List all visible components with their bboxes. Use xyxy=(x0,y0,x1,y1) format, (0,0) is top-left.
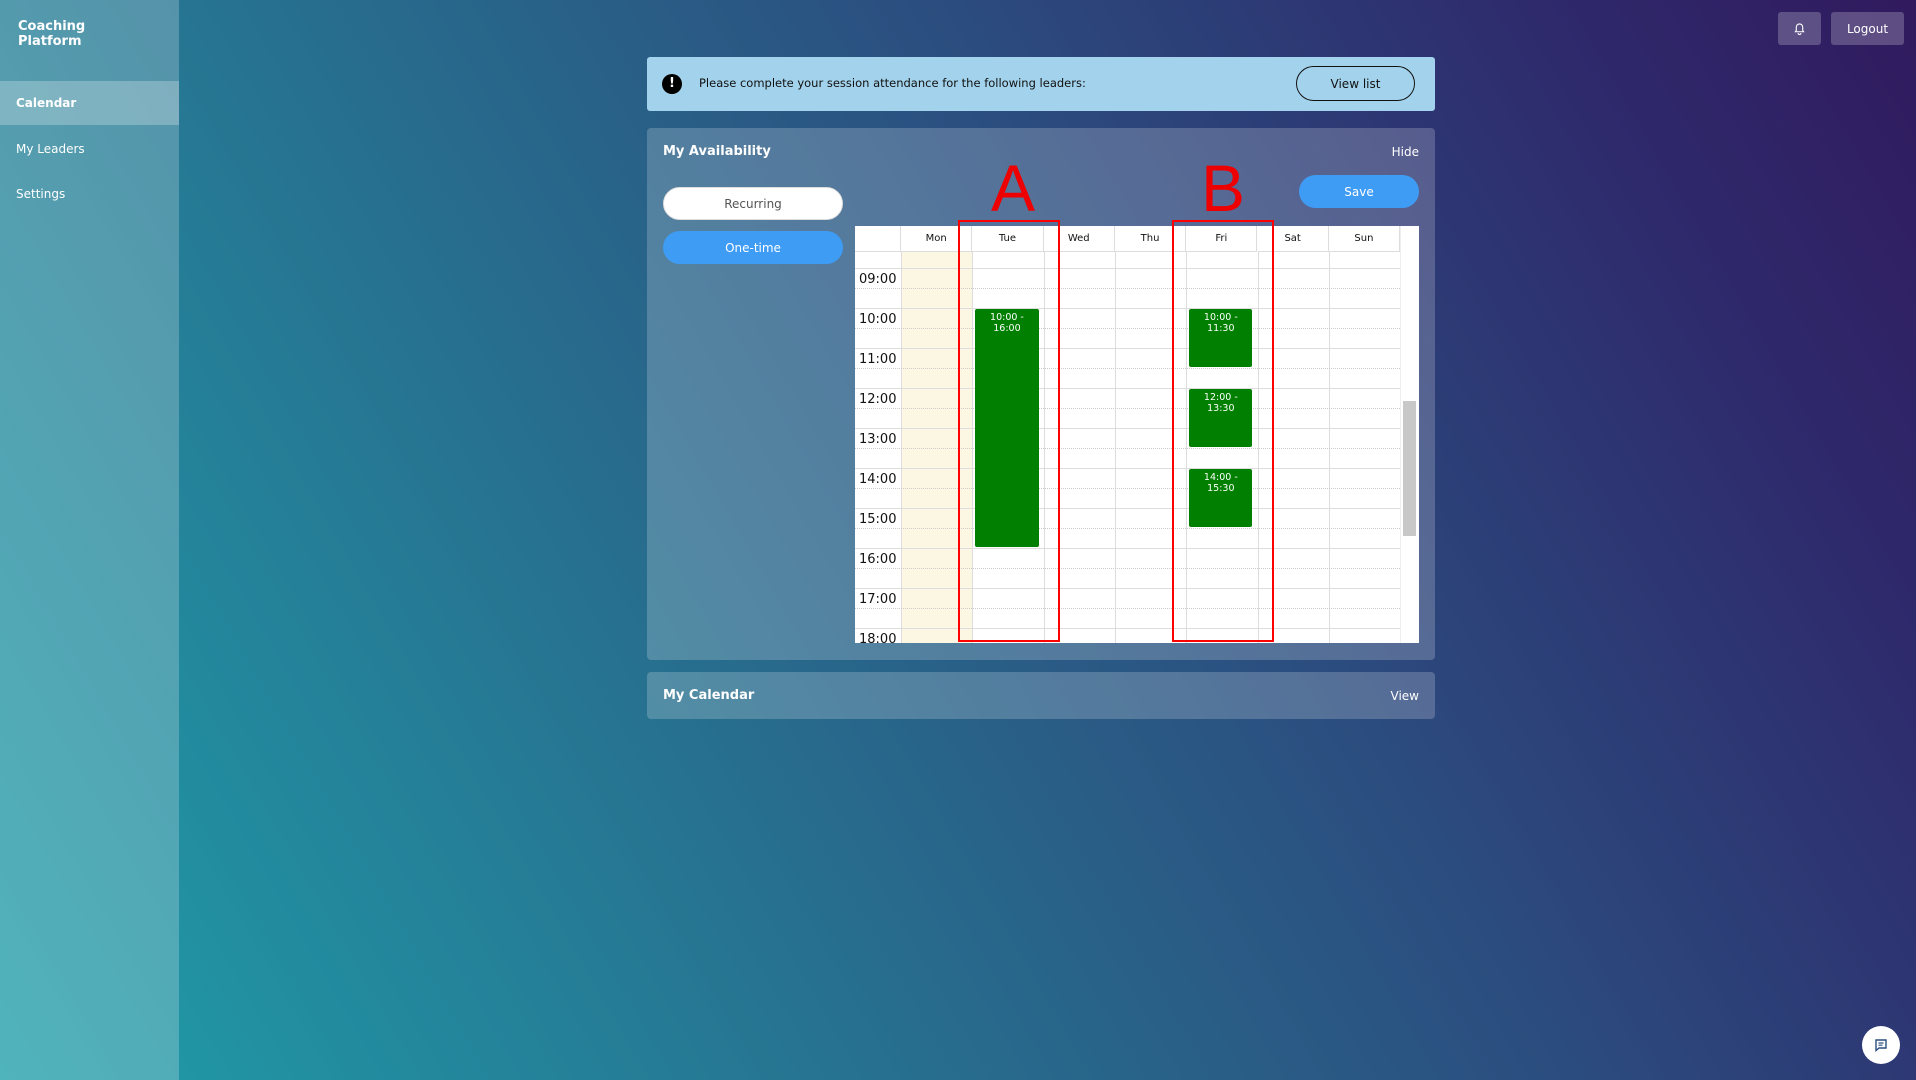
annotation-box-a xyxy=(958,220,1060,642)
hour-line xyxy=(855,428,1400,429)
today-column-highlight xyxy=(901,252,973,643)
sidebar-item-settings[interactable]: Settings xyxy=(16,187,66,201)
day-header-sat: Sat xyxy=(1257,226,1329,252)
hour-line xyxy=(855,468,1400,469)
time-label: 14:00 xyxy=(859,472,897,487)
grid-line xyxy=(901,252,902,643)
grid-line xyxy=(1186,252,1188,643)
view-calendar-link[interactable]: View xyxy=(1390,689,1419,703)
time-label: 13:00 xyxy=(859,432,897,447)
availability-event[interactable]: 10:00 - 16:00 xyxy=(975,309,1039,547)
half-hour-line xyxy=(855,368,1400,369)
time-label: 12:00 xyxy=(859,392,897,407)
availability-event[interactable]: 14:00 - 15:30 xyxy=(1189,469,1253,527)
save-button[interactable]: Save xyxy=(1299,175,1419,208)
attendance-alert: ! Please complete your session attendanc… xyxy=(647,57,1435,111)
view-list-button[interactable]: View list xyxy=(1296,66,1415,101)
grid-line xyxy=(1257,252,1259,643)
availability-event[interactable]: 10:00 - 11:30 xyxy=(1189,309,1253,367)
time-label: 10:00 xyxy=(859,312,897,327)
scrollbar-thumb[interactable] xyxy=(1403,401,1416,536)
chat-icon xyxy=(1875,1039,1887,1052)
grid-line xyxy=(1328,252,1330,643)
hour-line xyxy=(855,588,1400,589)
half-hour-line xyxy=(855,608,1400,609)
half-hour-line xyxy=(855,288,1400,289)
annotation-box-b xyxy=(1172,220,1274,642)
availability-title: My Availability xyxy=(663,144,771,159)
sidebar: Coaching Platform Calendar My Leaders Se… xyxy=(0,0,179,1080)
time-header xyxy=(855,226,901,252)
day-header-wed: Wed xyxy=(1043,226,1115,252)
time-label: 15:00 xyxy=(859,512,897,527)
half-hour-line xyxy=(855,448,1400,449)
hour-line xyxy=(855,268,1400,269)
hour-line xyxy=(855,308,1400,309)
day-header-tue: Tue xyxy=(972,226,1044,252)
half-hour-line xyxy=(855,408,1400,409)
exclamation-icon: ! xyxy=(662,74,682,94)
day-header-mon: Mon xyxy=(901,226,973,252)
half-hour-line xyxy=(855,568,1400,569)
my-calendar-panel: My Calendar View xyxy=(647,672,1435,719)
availability-event[interactable]: 12:00 - 13:30 xyxy=(1189,389,1253,447)
hour-line xyxy=(855,548,1400,549)
hour-line xyxy=(855,508,1400,509)
time-label: 17:00 xyxy=(859,592,897,607)
logout-button[interactable]: Logout xyxy=(1831,12,1904,45)
day-header-thu: Thu xyxy=(1114,226,1187,252)
availability-panel: My Availability Hide Recurring One-time … xyxy=(647,128,1435,660)
hour-line xyxy=(855,348,1400,349)
notifications-button[interactable] xyxy=(1778,12,1821,45)
grid-line xyxy=(1114,252,1116,643)
hour-line xyxy=(855,628,1400,629)
grid-line xyxy=(972,252,974,643)
time-label: 11:00 xyxy=(859,352,897,367)
grid-line xyxy=(1043,252,1045,643)
half-hour-line xyxy=(855,488,1400,489)
annotation-label-a: A xyxy=(991,151,1036,225)
chat-button[interactable] xyxy=(1862,1026,1900,1064)
time-label: 09:00 xyxy=(859,272,897,287)
my-calendar-title: My Calendar xyxy=(663,688,755,703)
brand-logo: Coaching Platform xyxy=(18,19,86,49)
time-label: 16:00 xyxy=(859,552,897,567)
availability-grid[interactable]: Mon Tue Wed Thu Fri Sat Sun 09:00 10:00 11:00 12:0… xyxy=(855,226,1419,643)
alert-text: Please complete your session attendance … xyxy=(699,76,1086,90)
hour-line xyxy=(855,388,1400,389)
sidebar-item-my-leaders[interactable]: My Leaders xyxy=(16,142,85,156)
annotation-label-b: B xyxy=(1201,151,1246,225)
one-time-toggle[interactable]: One-time xyxy=(663,231,843,264)
half-hour-line xyxy=(855,328,1400,329)
recurring-toggle[interactable]: Recurring xyxy=(663,187,843,220)
day-header-sun: Sun xyxy=(1328,226,1401,252)
time-label: 18:00 xyxy=(859,632,897,643)
bell-icon xyxy=(1794,22,1805,35)
day-header-fri: Fri xyxy=(1186,226,1258,252)
hide-link[interactable]: Hide xyxy=(1391,145,1419,159)
half-hour-line xyxy=(855,528,1400,529)
sidebar-item-calendar[interactable]: Calendar xyxy=(0,81,179,125)
